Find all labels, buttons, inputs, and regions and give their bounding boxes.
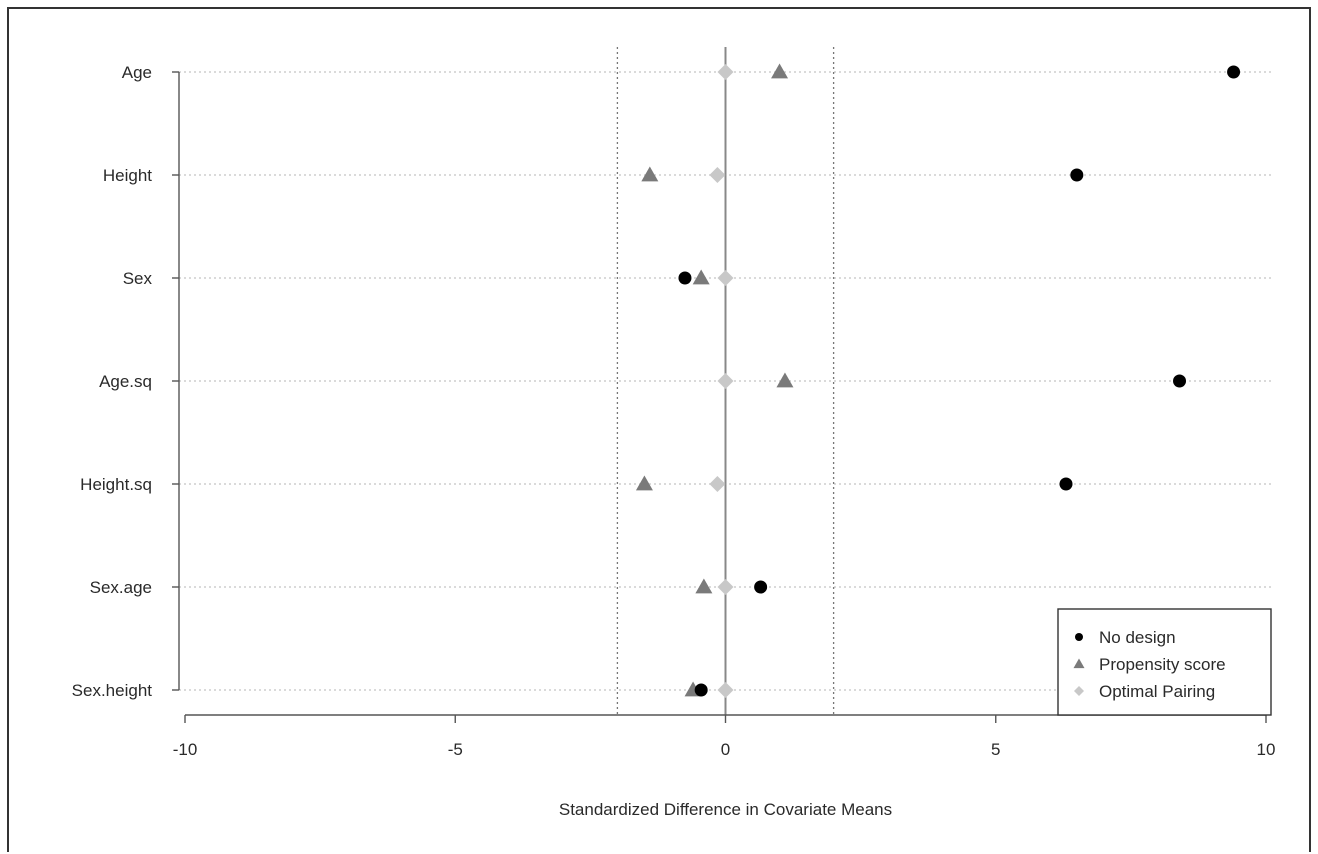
x-tick-label: 0 (721, 740, 730, 759)
point-optimal-pairing (718, 682, 734, 698)
x-tick-label: -10 (173, 740, 198, 759)
point-optimal-pairing (709, 167, 725, 183)
point-no-design (1227, 66, 1240, 79)
point-no-design (1173, 375, 1186, 388)
category-label: Sex.age (90, 578, 152, 597)
point-optimal-pairing (709, 476, 725, 492)
x-tick-label: 10 (1257, 740, 1276, 759)
point-no-design (754, 581, 767, 594)
legend-marker-no-design (1075, 633, 1083, 641)
point-no-design (1060, 478, 1073, 491)
point-propensity-score (771, 64, 788, 79)
point-no-design (695, 684, 708, 697)
category-label: Sex (123, 269, 153, 288)
point-optimal-pairing (718, 373, 734, 389)
dot-chart: Age Height Sex Age.sq Height.sq Sex.age Sex.he… (9, 9, 1313, 854)
legend-label: Propensity score (1099, 655, 1226, 674)
point-no-design (1070, 169, 1083, 182)
point-propensity-score (636, 476, 653, 491)
x-ticks: -10 -5 0 5 10 (173, 715, 1276, 759)
category-label: Height.sq (80, 475, 152, 494)
point-optimal-pairing (718, 270, 734, 286)
category-label: Height (103, 166, 152, 185)
category-label: Age.sq (99, 372, 152, 391)
point-optimal-pairing (718, 579, 734, 595)
legend: No design Propensity score Optimal Pairing (1058, 609, 1271, 715)
point-propensity-score (695, 579, 712, 594)
point-propensity-score (641, 167, 658, 182)
point-no-design (678, 272, 691, 285)
chart-frame: Age Height Sex Age.sq Height.sq Sex.age Sex.he… (7, 7, 1311, 852)
point-optimal-pairing (718, 64, 734, 80)
x-axis-title: Standardized Difference in Covariate Mea… (559, 800, 892, 819)
category-label: Age (122, 63, 152, 82)
x-tick-label: 5 (991, 740, 1000, 759)
point-propensity-score (693, 270, 710, 285)
legend-label: No design (1099, 628, 1176, 647)
category-labels: Age Height Sex Age.sq Height.sq Sex.age Sex.he… (72, 63, 153, 700)
category-label: Sex.height (72, 681, 153, 700)
legend-label: Optimal Pairing (1099, 682, 1215, 701)
x-tick-label: -5 (448, 740, 463, 759)
point-propensity-score (776, 373, 793, 388)
